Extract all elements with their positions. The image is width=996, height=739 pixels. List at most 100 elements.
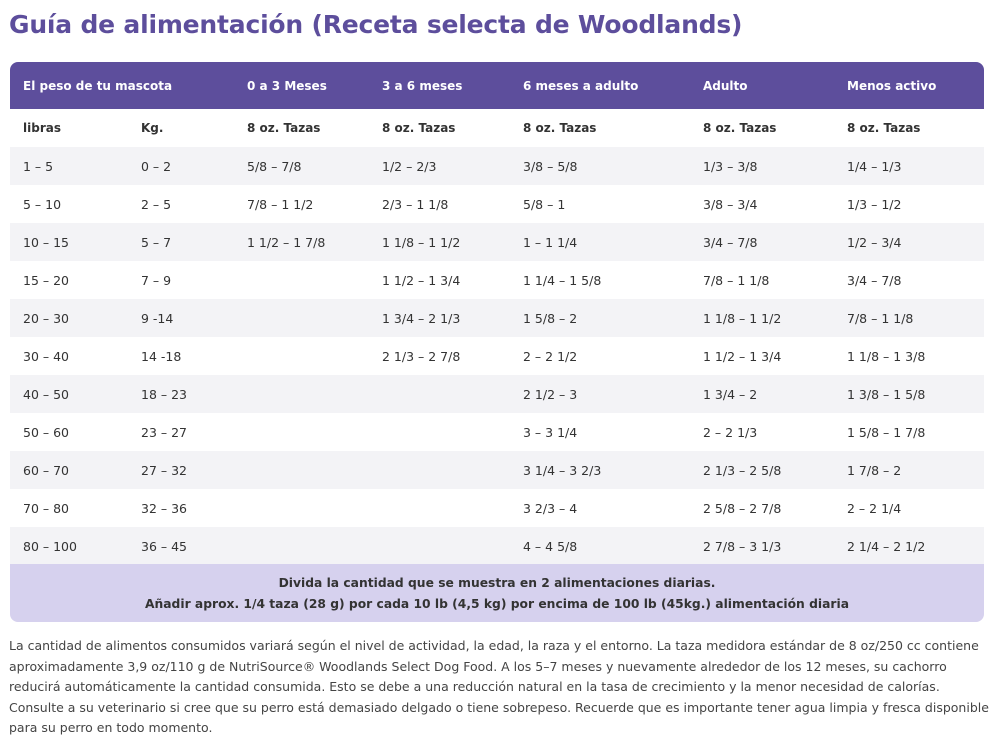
table-cell: 60 – 70 bbox=[23, 462, 70, 478]
table-cell: 18 – 23 bbox=[141, 386, 188, 402]
table-cell: 1 3/8 – 1 5/8 bbox=[847, 386, 926, 402]
table-cell: 5/8 – 1 bbox=[523, 196, 566, 212]
column-subheader: 8 oz. Tazas bbox=[847, 121, 921, 135]
table-cell bbox=[234, 299, 369, 337]
table-cell: 1 1/8 – 1 1/2 bbox=[382, 234, 461, 250]
table-row: 80 – 100 36 – 45 4 – 4 5/8 2 7/8 – 3 1/3 2 1… bbox=[10, 527, 984, 565]
table-cell: 40 – 50 bbox=[23, 386, 70, 402]
table-header-row: El peso de tu mascota 0 a 3 Meses 3 a 6 me… bbox=[10, 62, 984, 109]
table-cell: 36 – 45 bbox=[141, 538, 188, 554]
table-body: libras Kg. 8 oz. Tazas 8 oz. Tazas 8 oz. Taz… bbox=[10, 109, 984, 565]
column-header: El peso de tu mascota bbox=[23, 78, 173, 93]
table-cell: 4 – 4 5/8 bbox=[523, 538, 578, 554]
column-header: 0 a 3 Meses bbox=[247, 78, 327, 93]
table-cell: 23 – 27 bbox=[141, 424, 188, 440]
feeding-guide-table-card: El peso de tu mascota 0 a 3 Meses 3 a 6 me… bbox=[10, 62, 984, 622]
table-cell: 1/3 – 1/2 bbox=[847, 196, 902, 212]
table-row: 30 – 40 14 -18 2 1/3 – 2 7/8 2 – 2 1/2 1 1/2… bbox=[10, 337, 984, 375]
table-cell: 2 – 5 bbox=[141, 196, 172, 212]
table-cell bbox=[369, 451, 510, 489]
table-cell: 3/8 – 5/8 bbox=[523, 158, 578, 174]
table-cell: 80 – 100 bbox=[23, 538, 77, 554]
table-cell: 2 1/3 – 2 7/8 bbox=[382, 348, 461, 364]
table-cell bbox=[234, 489, 369, 527]
table-cell: 3/4 – 7/8 bbox=[847, 272, 902, 288]
table-cell: 32 – 36 bbox=[141, 500, 188, 516]
column-subheader: 8 oz. Tazas bbox=[382, 121, 456, 135]
table-row: 5 – 10 2 – 5 7/8 – 1 1/2 2/3 – 1 1/8 5/8 – 1… bbox=[10, 185, 984, 223]
table-cell: 1 7/8 – 2 bbox=[847, 462, 902, 478]
table-cell: 9 -14 bbox=[141, 310, 174, 326]
table-cell: 0 – 2 bbox=[141, 158, 172, 174]
table-cell: 1 – 1 1/4 bbox=[523, 234, 578, 250]
table-cell: 2 1/4 – 2 1/2 bbox=[847, 538, 926, 554]
table-row: 40 – 50 18 – 23 2 1/2 – 3 1 3/4 – 2 1 3/8 – … bbox=[10, 375, 984, 413]
column-subheader: libras bbox=[23, 121, 61, 135]
table-cell: 7 – 9 bbox=[141, 272, 172, 288]
table-subheader-row: libras Kg. 8 oz. Tazas 8 oz. Tazas 8 oz. Taz… bbox=[10, 109, 984, 147]
table-cell: 30 – 40 bbox=[23, 348, 70, 364]
table-cell: 3/4 – 7/8 bbox=[703, 234, 758, 250]
table-footer-note: Divida la cantidad que se muestra en 2 a… bbox=[10, 564, 984, 622]
column-header: Menos activo bbox=[847, 78, 937, 93]
table-cell bbox=[234, 413, 369, 451]
column-subheader: 8 oz. Tazas bbox=[523, 121, 597, 135]
table-row: 70 – 80 32 – 36 3 2/3 – 4 2 5/8 – 2 7/8 2 – … bbox=[10, 489, 984, 527]
table-cell: 7/8 – 1 1/8 bbox=[703, 272, 770, 288]
column-header: Adulto bbox=[703, 78, 748, 93]
table-cell bbox=[369, 489, 510, 527]
table-cell: 1 3/4 – 2 1/3 bbox=[382, 310, 461, 326]
table-cell bbox=[234, 527, 369, 565]
table-cell: 7/8 – 1 1/2 bbox=[247, 196, 314, 212]
column-subheader: 8 oz. Tazas bbox=[703, 121, 777, 135]
feeding-notes-paragraph: La cantidad de alimentos consumidos vari… bbox=[9, 638, 989, 735]
table-cell: 5/8 – 7/8 bbox=[247, 158, 302, 174]
table-cell: 2 – 2 1/2 bbox=[523, 348, 578, 364]
feeding-guide-table: El peso de tu mascota 0 a 3 Meses 3 a 6 me… bbox=[10, 62, 984, 565]
footer-note-line-2: Añadir aprox. 1/4 taza (28 g) por cada 1… bbox=[144, 597, 849, 611]
table-cell: 5 – 10 bbox=[23, 196, 62, 212]
table-cell: 3 2/3 – 4 bbox=[523, 500, 578, 516]
table-cell: 2 1/3 – 2 5/8 bbox=[703, 462, 782, 478]
table-cell: 1 5/8 – 2 bbox=[523, 310, 578, 326]
column-subheader: 8 oz. Tazas bbox=[247, 121, 321, 135]
table-cell: 1/4 – 1/3 bbox=[847, 158, 902, 174]
table-row: 20 – 30 9 -14 1 3/4 – 2 1/3 1 5/8 – 2 1 1/8 … bbox=[10, 299, 984, 337]
footer-note-line-1: Divida la cantidad que se muestra en 2 a… bbox=[278, 576, 716, 590]
table-cell: 3 1/4 – 3 2/3 bbox=[523, 462, 602, 478]
column-subheader: Kg. bbox=[141, 121, 164, 135]
table-cell bbox=[369, 527, 510, 565]
table-cell: 2 5/8 – 2 7/8 bbox=[703, 500, 782, 516]
table-cell: 15 – 20 bbox=[23, 272, 70, 288]
table-cell bbox=[234, 337, 369, 375]
table-cell: 7/8 – 1 1/8 bbox=[847, 310, 914, 326]
table-cell: 1 1/2 – 1 3/4 bbox=[703, 348, 782, 364]
table-cell: 2/3 – 1 1/8 bbox=[382, 196, 449, 212]
table-cell: 2 – 2 1/3 bbox=[703, 424, 758, 440]
table-cell bbox=[369, 413, 510, 451]
table-cell: 1/2 – 2/3 bbox=[382, 158, 437, 174]
table-cell: 1 1/2 – 1 7/8 bbox=[247, 234, 326, 250]
page-title: Guía de alimentación (Receta selecta de … bbox=[9, 10, 743, 39]
table-cell: 1 3/4 – 2 bbox=[703, 386, 758, 402]
table-cell: 1 1/2 – 1 3/4 bbox=[382, 272, 461, 288]
column-header: 3 a 6 meses bbox=[382, 78, 463, 93]
table-cell: 2 – 2 1/4 bbox=[847, 500, 902, 516]
table-cell: 20 – 30 bbox=[23, 310, 70, 326]
table-cell: 1/3 – 3/8 bbox=[703, 158, 758, 174]
table-row: 15 – 20 7 – 9 1 1/2 – 1 3/4 1 1/4 – 1 5/8 7/… bbox=[10, 261, 984, 299]
table-cell: 70 – 80 bbox=[23, 500, 70, 516]
table-cell bbox=[234, 375, 369, 413]
table-row: 10 – 15 5 – 7 1 1/2 – 1 7/8 1 1/8 – 1 1/2 1 … bbox=[10, 223, 984, 261]
table-cell: 27 – 32 bbox=[141, 462, 188, 478]
table-cell: 14 -18 bbox=[141, 348, 182, 364]
table-cell: 3/8 – 3/4 bbox=[703, 196, 758, 212]
table-row: 50 – 60 23 – 27 3 – 3 1/4 2 – 2 1/3 1 5/8 – … bbox=[10, 413, 984, 451]
table-cell: 1 1/4 – 1 5/8 bbox=[523, 272, 602, 288]
table-row: 1 – 5 0 – 2 5/8 – 7/8 1/2 – 2/3 3/8 – 5/8 1/3… bbox=[10, 147, 984, 185]
table-cell bbox=[234, 451, 369, 489]
table-row: 60 – 70 27 – 32 3 1/4 – 3 2/3 2 1/3 – 2 5/8… bbox=[10, 451, 984, 489]
table-cell: 50 – 60 bbox=[23, 424, 70, 440]
table-cell: 2 7/8 – 3 1/3 bbox=[703, 538, 782, 554]
table-cell: 1/2 – 3/4 bbox=[847, 234, 902, 250]
